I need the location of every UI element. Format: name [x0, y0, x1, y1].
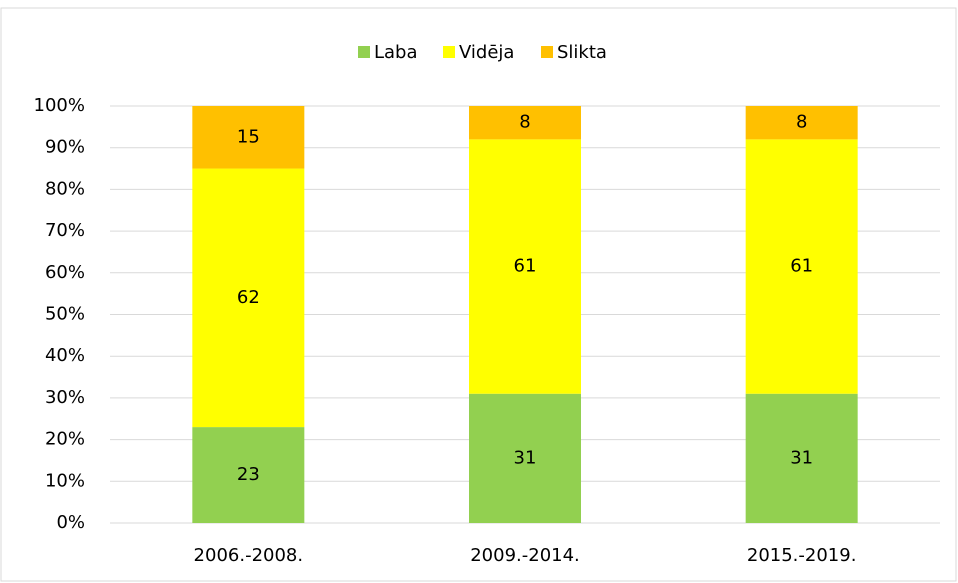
data-label: 61	[790, 256, 813, 277]
legend-swatch	[541, 46, 553, 58]
data-label: 8	[796, 112, 807, 133]
y-tick-label: 30%	[45, 387, 85, 408]
y-tick-label: 70%	[45, 220, 85, 241]
legend-label: Laba	[374, 42, 418, 63]
y-tick-label: 80%	[45, 178, 85, 199]
y-tick-label: 50%	[45, 304, 85, 325]
legend-label: Vidēja	[459, 42, 514, 63]
data-label: 15	[237, 126, 260, 147]
data-label: 61	[514, 256, 537, 277]
bar-segment	[469, 393, 581, 523]
data-label: 31	[514, 447, 537, 468]
legend-label: Slikta	[557, 42, 607, 63]
bar-segment	[745, 106, 858, 140]
y-tick-label: 0%	[56, 512, 85, 533]
x-tick-label: 2015.-2019.	[747, 545, 857, 566]
y-tick-label: 60%	[45, 262, 85, 283]
x-tick-label: 2009.-2014.	[470, 545, 580, 566]
data-label: 62	[237, 287, 260, 308]
y-tick-label: 100%	[34, 95, 85, 116]
legend-swatch	[358, 46, 370, 58]
y-tick-label: 10%	[45, 470, 85, 491]
bar-segment	[192, 168, 305, 428]
y-tick-label: 40%	[45, 345, 85, 366]
bar-segment	[469, 139, 581, 394]
bar-segment	[192, 106, 305, 169]
y-tick-label: 20%	[45, 429, 85, 450]
data-label: 23	[237, 464, 260, 485]
data-label: 31	[790, 447, 813, 468]
legend-swatch	[443, 46, 455, 58]
bar-segment	[469, 106, 581, 140]
y-tick-label: 90%	[45, 137, 85, 158]
x-tick-label: 2006.-2008.	[194, 545, 304, 566]
data-label: 8	[519, 112, 530, 133]
bar-segment	[745, 393, 858, 523]
bar-segment	[745, 139, 858, 394]
bar-segment	[192, 427, 305, 523]
